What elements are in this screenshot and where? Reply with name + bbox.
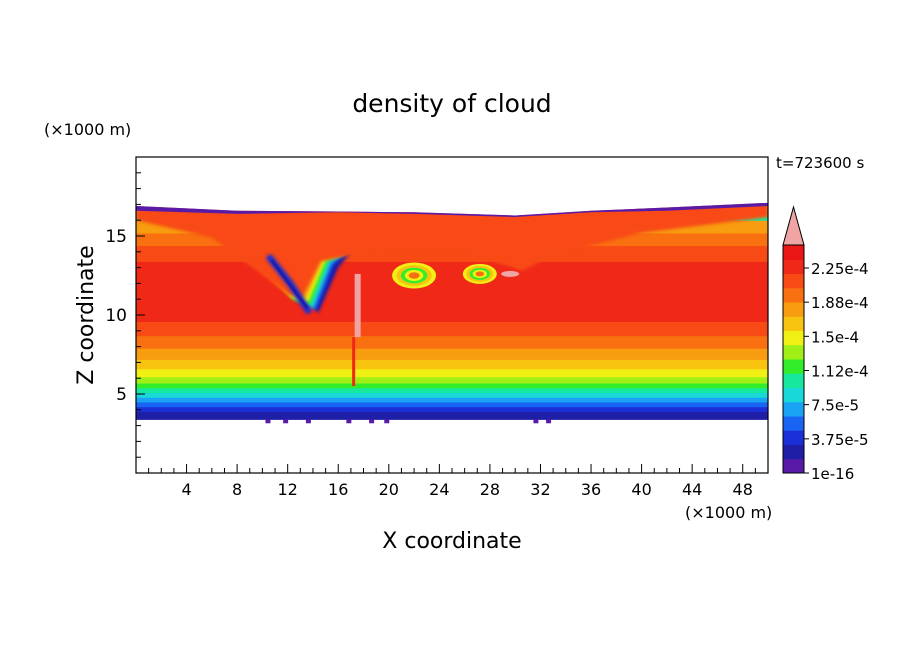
high-density-column [354, 273, 361, 338]
y-tick-label: 10 [105, 306, 127, 326]
cloud-base-bumps [265, 419, 552, 424]
base-bump-0 [265, 419, 271, 424]
high-density-patch [501, 270, 520, 277]
colorbar-label: 7.5e-5 [811, 397, 859, 415]
low-density-core [271, 259, 309, 309]
colorbar-swatch [783, 373, 804, 388]
cloud-layer-8 [136, 368, 768, 378]
colorbar-swatch [783, 316, 804, 331]
colorbar-swatch [783, 416, 804, 431]
cloud-layer-6 [136, 382, 768, 389]
x-axis-label: X coordinate [382, 529, 521, 554]
base-bump-7 [546, 419, 552, 424]
eddy-left-ring-4 [408, 272, 420, 279]
chart-title: density of cloud [352, 89, 551, 118]
colorbar-swatch [783, 444, 804, 460]
colorbar-label: 1.12e-4 [811, 363, 869, 381]
x-tick-label: 36 [581, 480, 601, 499]
colorbar-swatch [783, 430, 804, 445]
x-tick-label: 8 [232, 480, 242, 499]
colorbar-swatch [783, 387, 804, 403]
cloud-top-edge [136, 202, 768, 218]
x-tick-label: 40 [631, 480, 651, 499]
cloud-layer-2 [136, 401, 768, 408]
eddy-right-ring-4 [475, 271, 485, 277]
colorbar-extend-max [782, 205, 805, 246]
cloud-layer-1 [136, 406, 768, 412]
colorbar-swatch [783, 330, 804, 346]
base-bump-6 [533, 419, 539, 424]
colorbar-swatch [783, 287, 804, 303]
x-tick-label: 4 [181, 480, 191, 499]
base-bump-5 [384, 419, 390, 424]
cloud-layer-12 [136, 321, 768, 337]
cloud-layer-11 [136, 335, 768, 349]
base-bump-3 [346, 419, 352, 424]
y-axis-label: Z coordinate [74, 245, 99, 384]
column-stem [352, 337, 356, 387]
cloud-layer-9 [136, 359, 768, 370]
x-tick-label: 16 [328, 480, 348, 499]
colorbar-swatch [783, 401, 804, 417]
x-axis-unit: (×1000 m) [685, 503, 772, 522]
cloud-layer-7 [136, 376, 768, 384]
clear-air-top [136, 157, 768, 216]
y-axis-unit: (×1000 m) [44, 120, 131, 139]
colorbar: 1e-16 3.75e-5 7.5e-5 1.12e-4 1.5e-4 1.88e-4 2.… [782, 205, 869, 483]
time-label: t=723600 s [776, 154, 864, 172]
cloud-layer-10 [136, 348, 768, 360]
x-tick-label: 44 [682, 480, 702, 499]
x-tick-label: 28 [480, 480, 500, 499]
x-axis-ticks: 4 8 12 16 20 24 28 32 36 40 44 48 [135, 464, 769, 499]
colorbar-label: 1.5e-4 [811, 328, 859, 346]
cloud-layer-4 [136, 392, 768, 398]
base-bump-1 [283, 419, 289, 424]
colorbar-label: 1e-16 [811, 465, 854, 483]
base-bump-2 [305, 419, 311, 424]
colorbar-swatch [783, 359, 804, 374]
colorbar-swatch [783, 344, 804, 360]
y-axis-ticks: 5 10 15 [105, 156, 145, 474]
eddy-right [462, 263, 497, 284]
eddy-left [392, 262, 437, 289]
x-tick-label: 12 [278, 480, 298, 499]
colorbar-label: 2.25e-4 [811, 260, 869, 278]
colorbar-swatch [783, 259, 804, 274]
colorbar-frame [782, 244, 805, 474]
colorbar-label: 3.75e-5 [811, 431, 869, 449]
colorbar-label: 1.88e-4 [811, 294, 869, 312]
colorbar-swatch [783, 302, 804, 317]
base-bump-4 [369, 419, 375, 424]
y-tick-label: 15 [105, 227, 127, 247]
colorbar-swatch [783, 458, 804, 474]
cloud-layer-3 [136, 397, 768, 403]
cloud-top-dip [136, 157, 768, 314]
cloud-layer-13 [136, 261, 768, 322]
x-tick-label: 20 [379, 480, 399, 499]
colorbar-swatch [783, 245, 804, 260]
colorbar-swatch [783, 273, 804, 289]
x-tick-label: 24 [429, 480, 449, 499]
cloud-layer-5 [136, 387, 768, 394]
y-tick-label: 5 [116, 385, 127, 405]
x-tick-label: 32 [530, 480, 550, 499]
x-tick-label: 48 [733, 480, 753, 499]
cloud-layer-0 [136, 411, 768, 420]
